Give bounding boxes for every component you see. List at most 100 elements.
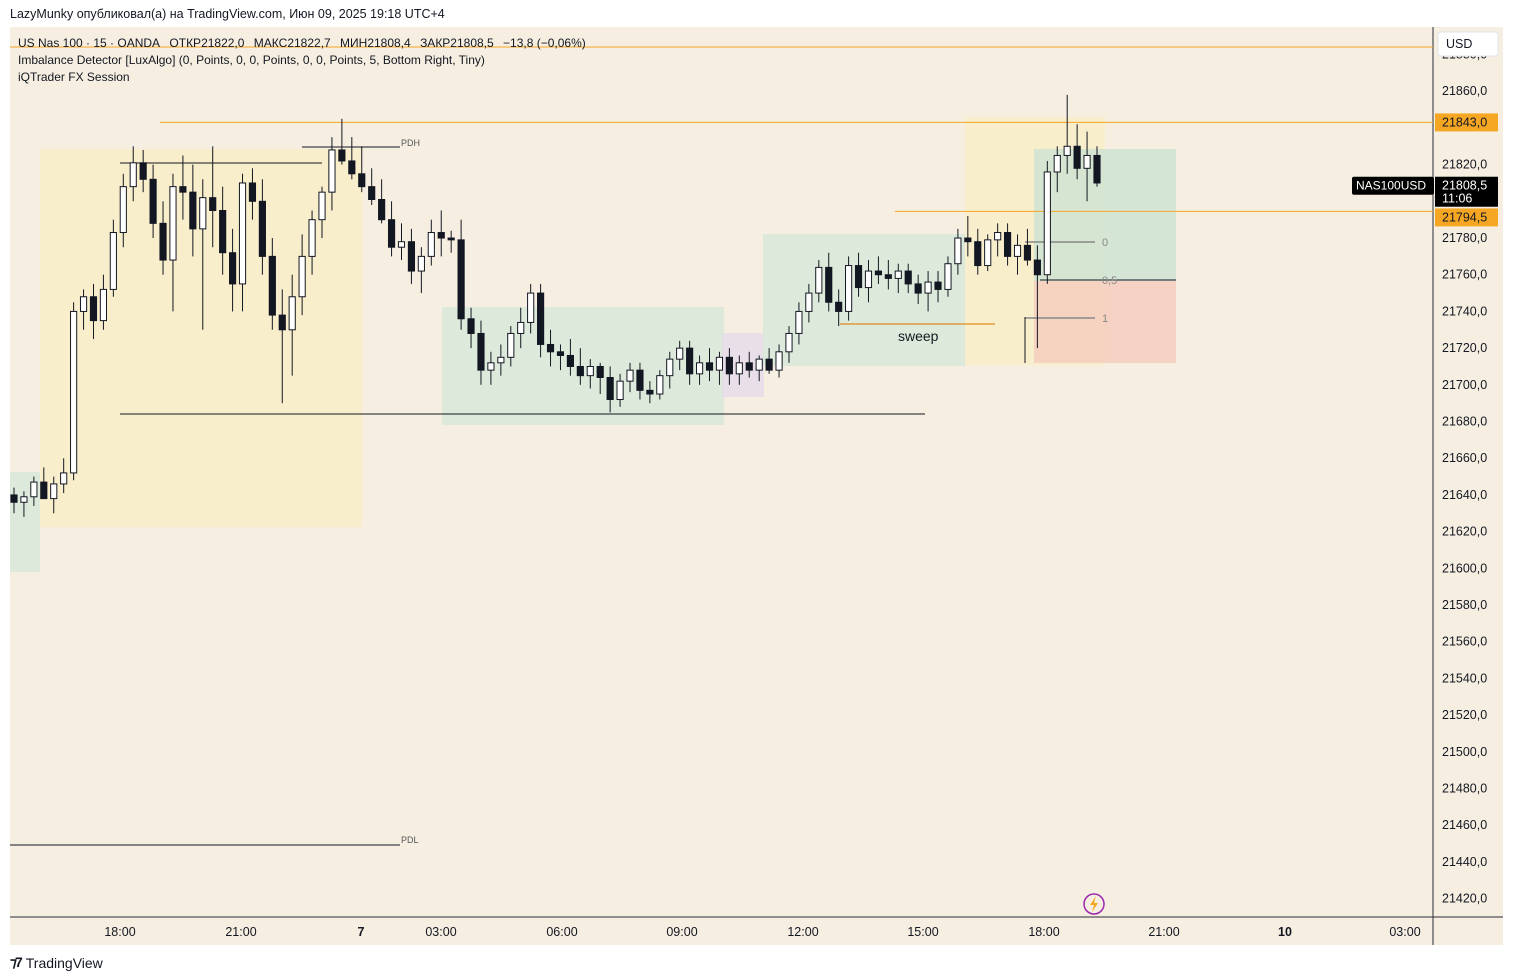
- legend-indicator-session[interactable]: iQTrader FX Session: [18, 70, 130, 84]
- symbol-tag: [1352, 176, 1434, 195]
- legend-indicator-imbalance[interactable]: Imbalance Detector [LuxAlgo] (0, Points,…: [18, 53, 485, 67]
- tradingview-logo[interactable]: ⁊7 TradingView: [10, 954, 103, 971]
- candle-bearish: [219, 210, 227, 254]
- price-axis-label: 21460,0: [1442, 818, 1487, 832]
- candle-bullish: [50, 483, 58, 500]
- candle-bearish: [636, 369, 644, 391]
- time-axis-label: 21:00: [225, 925, 256, 939]
- candle-bearish: [725, 356, 733, 375]
- candle-bearish: [825, 266, 833, 303]
- candle-bearish: [835, 301, 843, 312]
- time-axis-label: 15:00: [907, 925, 938, 939]
- fib-label-1: 1: [1102, 313, 1108, 325]
- chart-frame[interactable]: PDHPDLsweep00,5121880,021860,021820,0217…: [10, 27, 1503, 945]
- candle-bullish: [507, 332, 515, 358]
- publisher-credit: LazyMunky опубликовал(а) на TradingView.…: [10, 7, 445, 21]
- candle-bullish: [79, 296, 88, 312]
- time-axis-label: 03:00: [1389, 925, 1420, 939]
- chart-legend: US Nas 100 · 15 · OANDA ОТКР21822,0 МАКС…: [18, 35, 592, 86]
- candle-bearish: [457, 239, 465, 320]
- candle-bearish: [745, 362, 753, 371]
- time-axis-label: 7: [358, 925, 365, 939]
- price-axis-label: 21420,0: [1442, 892, 1487, 906]
- candle-bullish: [427, 232, 435, 257]
- legend-low: МИН21808,4: [340, 36, 411, 50]
- pdh-label: PDH: [401, 138, 420, 148]
- candle-bullish: [417, 255, 425, 272]
- tradingview-logo-icon: ⁊7: [10, 954, 23, 970]
- time-axis-label: 12:00: [787, 925, 818, 939]
- candle-bearish: [1023, 244, 1032, 261]
- candle-bearish: [765, 358, 773, 371]
- candle-bearish: [914, 283, 922, 294]
- price-axis-label: 21700,0: [1442, 378, 1487, 392]
- price-axis-label: 21500,0: [1442, 745, 1487, 759]
- candle-bullish: [586, 365, 594, 377]
- legend-open: ОТКР21822,0: [169, 36, 245, 50]
- candle-bearish: [40, 481, 48, 500]
- candle-bullish: [805, 292, 813, 312]
- price-axis-label: 21860,0: [1442, 84, 1487, 98]
- price-chart[interactable]: PDHPDLsweep00,5121880,021860,021820,0217…: [10, 27, 1503, 945]
- fib-label-05: 0,5: [1102, 275, 1117, 287]
- candle-bullish: [238, 182, 247, 285]
- legend-change: −13,8 (−0,06%): [503, 36, 586, 50]
- candle-bearish: [229, 252, 237, 285]
- candle-bearish: [1093, 154, 1101, 184]
- price-axis-label: 21480,0: [1442, 782, 1487, 796]
- candle-bearish: [556, 351, 565, 356]
- candle-bullish: [487, 362, 495, 371]
- candle-bearish: [209, 197, 217, 212]
- price-axis-label: 21540,0: [1442, 671, 1487, 685]
- candle-bearish: [407, 241, 416, 272]
- candle-bearish: [537, 292, 545, 345]
- legend-symbol[interactable]: US Nas 100 · 15 · OANDA: [18, 36, 161, 50]
- candle-bullish: [1013, 244, 1022, 257]
- candle-bearish: [149, 178, 157, 224]
- symbol-tag-text: NAS100USD: [1356, 179, 1426, 193]
- candle-bullish: [288, 296, 296, 331]
- candle-bullish: [994, 232, 1002, 241]
- legend-ohlc-line: US Nas 100 · 15 · OANDA ОТКР21822,0 МАКС…: [18, 35, 592, 52]
- candle-bearish: [447, 237, 455, 241]
- candle-bearish: [1073, 145, 1081, 169]
- legend-high: МАКС21822,7: [253, 36, 331, 50]
- price-axis-label: 21680,0: [1442, 415, 1487, 429]
- candle-bullish: [30, 481, 38, 498]
- current-price-tag: [1435, 176, 1498, 207]
- pdl-label: PDL: [401, 835, 419, 845]
- candle-bullish: [169, 186, 177, 261]
- candle-bearish: [596, 365, 604, 378]
- price-axis-label: 21740,0: [1442, 304, 1487, 318]
- candle-bearish: [874, 270, 882, 276]
- candle-bearish: [904, 270, 912, 285]
- candle-bullish: [1043, 171, 1051, 276]
- candle-bearish: [1033, 259, 1041, 276]
- candle-bearish: [258, 200, 266, 257]
- candle-bearish: [348, 160, 356, 175]
- price-axis-label: 21760,0: [1442, 268, 1487, 282]
- current-price-text: 21808,5: [1442, 179, 1487, 193]
- candle-bullish: [497, 356, 505, 364]
- candle-bearish: [566, 354, 574, 367]
- candle-bearish: [477, 332, 485, 371]
- candle-bullish: [715, 356, 724, 371]
- candle-bearish: [378, 198, 386, 221]
- price-axis-label: 21620,0: [1442, 525, 1487, 539]
- lower-price-tag-text: 21794,5: [1442, 210, 1487, 224]
- pdh-price-tag-text: 21843,0: [1442, 115, 1487, 129]
- price-axis-label: 21720,0: [1442, 341, 1487, 355]
- candle-bullish: [1053, 154, 1061, 173]
- candle-bullish: [666, 358, 674, 377]
- time-axis-label: 21:00: [1148, 925, 1179, 939]
- fib-label-0: 0: [1102, 237, 1108, 249]
- price-axis-label: 21780,0: [1442, 231, 1487, 245]
- countdown-text: 11:06: [1442, 192, 1472, 206]
- candle-bullish: [626, 369, 634, 382]
- candle-bullish: [20, 496, 28, 503]
- candle-bullish: [199, 197, 207, 230]
- price-axis-label: 21520,0: [1442, 708, 1487, 722]
- candle-bullish: [99, 288, 108, 322]
- candle-bullish: [656, 375, 664, 395]
- time-axis-label: 10: [1278, 925, 1292, 939]
